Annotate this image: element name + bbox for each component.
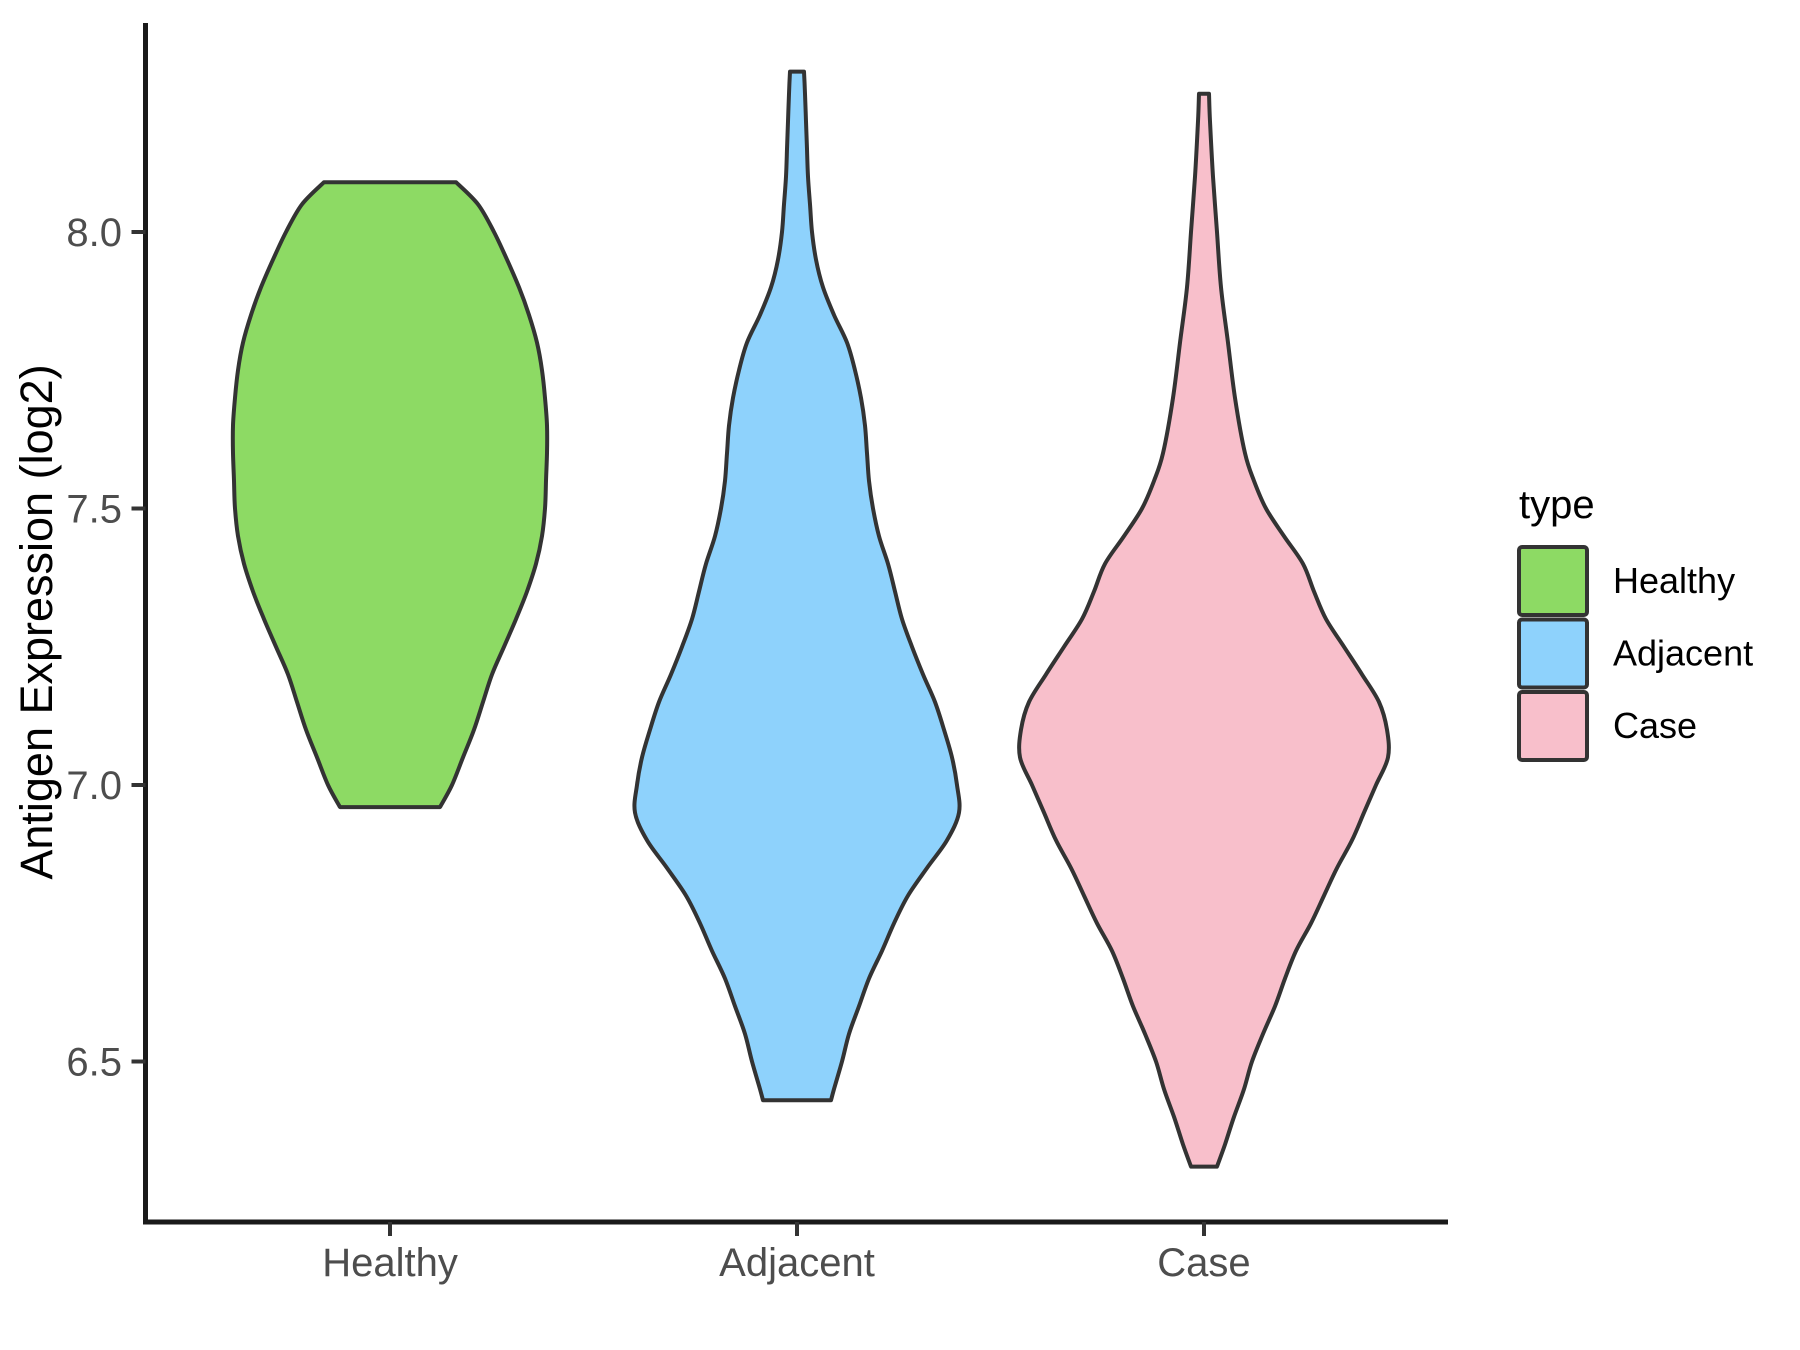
legend-swatch-healthy bbox=[1517, 545, 1589, 617]
legend-title: type bbox=[1519, 483, 1595, 527]
x-tick-label-healthy: Healthy bbox=[322, 1241, 458, 1285]
legend-swatch-adjacent bbox=[1517, 617, 1589, 690]
violins-group bbox=[230, 69, 1391, 1169]
legend-swatch-case bbox=[1517, 690, 1589, 762]
y-tick-label-7.5: 7.5 bbox=[66, 488, 122, 532]
legend-label-healthy: Healthy bbox=[1613, 560, 1735, 601]
x-tick-label-case: Case bbox=[1157, 1241, 1250, 1285]
legend-label-case: Case bbox=[1613, 705, 1697, 746]
y-tick-label-6.5: 6.5 bbox=[66, 1041, 122, 1085]
violin-adjacent bbox=[632, 69, 962, 1103]
y-tick-label-8.0: 8.0 bbox=[66, 211, 122, 255]
legend-items-group: Healthy Adjacent Case bbox=[1517, 545, 1753, 762]
violin-case bbox=[1017, 91, 1391, 1169]
ticks-group: 8.0 7.5 7.0 6.5 Healthy Adjacent Case bbox=[66, 211, 1250, 1285]
violin-healthy bbox=[230, 180, 550, 810]
y-tick-label-7.0: 7.0 bbox=[66, 764, 122, 808]
legend-label-adjacent: Adjacent bbox=[1613, 633, 1753, 674]
y-axis-title: Antigen Expression (log2) bbox=[11, 364, 62, 879]
x-tick-label-adjacent: Adjacent bbox=[719, 1241, 875, 1285]
